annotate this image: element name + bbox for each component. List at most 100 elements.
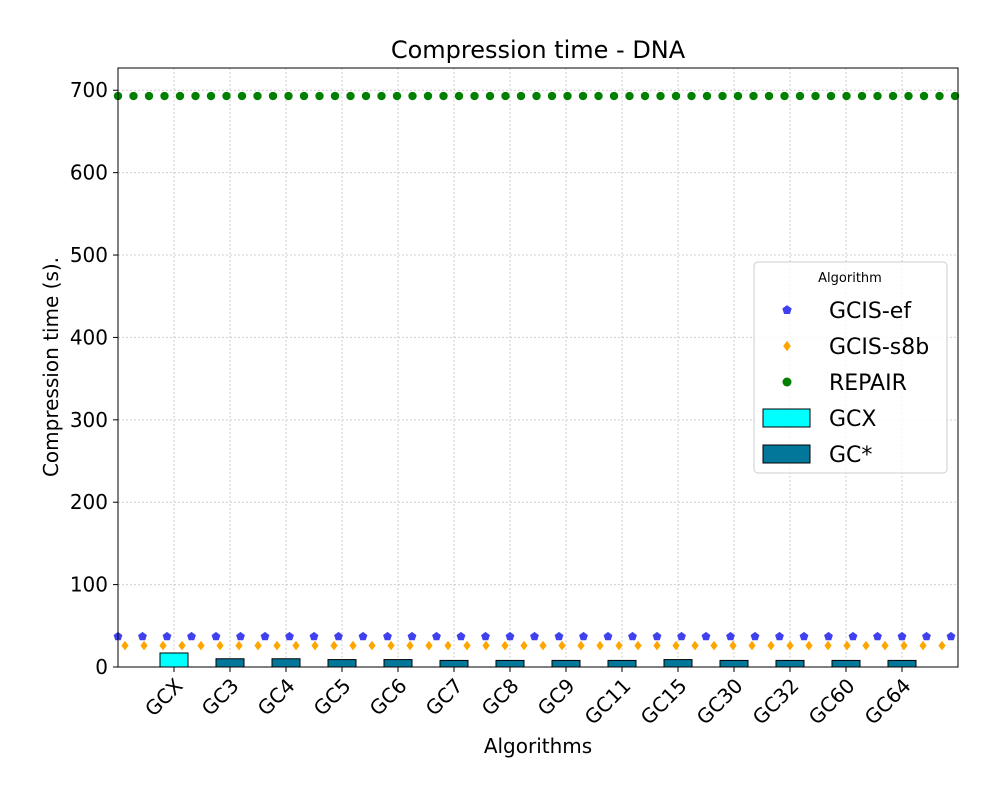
y-tick-label: 600 [70,161,108,185]
marker-gcis-ef [922,631,931,641]
marker-gcis-s8b [615,640,623,651]
marker-gcis-ef [162,631,172,641]
marker-gcis-s8b [900,640,908,651]
marker-repair [578,91,588,101]
legend-marker-gcis-ef [782,305,792,314]
marker-gcis-s8b [368,640,376,651]
legend-label-gcx: GCX [829,407,876,432]
x-tick-label: GC60 [804,674,860,730]
x-axis-title: Algorithms [484,734,592,758]
marker-gcis-s8b [216,640,224,651]
marker-repair [547,91,557,101]
x-axis-ticks: GCX GC3 GC4 GC5 GC6 GC7 GC8 GC9 GC11 GC15 GC30 GC32… [140,667,916,730]
marker-gcis-ef [652,631,662,641]
x-tick-label: GC5 [309,674,356,721]
marker-gcis-ef [309,631,319,641]
legend-title: Algorithm [818,271,882,286]
marker-gcis-s8b [178,640,186,651]
marker-repair [671,91,681,101]
marker-gcis-s8b [444,640,452,651]
marker-repair [392,91,402,101]
marker-repair [873,91,882,101]
marker-gcis-ef [677,631,686,641]
marker-gcis-s8b [748,640,756,651]
marker-gcis-ef [187,631,196,641]
bar-gc--gc5 [327,659,357,668]
marker-repair [780,91,789,101]
marker-gcis-ef [897,631,907,641]
marker-repair [439,91,448,101]
marker-repair [346,91,355,101]
legend-label-gcis-s8b: GCIS-s8b [829,335,929,360]
marker-repair [516,91,526,101]
marker-gcis-s8b [520,640,528,651]
x-tick-label: GC32 [748,674,804,730]
marker-gcis-s8b [691,640,699,651]
marker-gcis-ef [383,631,392,641]
bar-gc--gc7 [439,659,469,668]
marker-repair [826,91,836,101]
legend-label-gcis-ef: GCIS-ef [829,299,912,324]
marker-gcis-s8b [672,640,680,651]
marker-gcis-s8b [767,640,775,651]
marker-repair [175,91,185,101]
marker-gcis-s8b [235,640,243,651]
marker-gcis-ef [873,631,882,641]
marker-repair [315,91,324,101]
marker-repair [485,91,495,101]
marker-repair [687,91,696,101]
marker-gcis-s8b [463,640,471,651]
y-tick-label: 0 [95,655,108,679]
marker-gcis-s8b [577,640,585,651]
y-tick-label: 700 [70,78,108,102]
legend-marker-gcis-s8b [783,340,791,352]
bar-gc--gc11 [607,659,637,668]
baseline-markers [113,91,960,651]
bar-gc--gc30 [719,659,749,668]
marker-gcis-s8b [349,640,357,651]
y-tick-label: 400 [70,325,108,349]
marker-gcis-ef [358,631,368,641]
marker-repair [160,91,169,101]
marker-repair [284,91,293,101]
marker-gcis-ef [285,631,294,641]
bar-gc--gc8 [495,659,525,668]
marker-gcis-s8b [501,640,509,651]
marker-gcis-ef [701,631,711,641]
chart-title: Compression time - DNA [391,36,686,64]
marker-gcis-ef [726,631,735,641]
marker-gcis-s8b [653,640,661,651]
marker-repair [191,91,200,101]
marker-repair [361,91,371,101]
marker-repair [919,91,929,101]
marker-gcis-ef [260,631,270,641]
bar-gc--gc9 [551,659,581,668]
y-axis-title: Compression time (s). [39,257,63,477]
bar-gc--gc15 [663,659,693,668]
marker-gcis-s8b [729,640,737,651]
grid-lines [118,68,958,668]
x-tick-label: GC11 [580,674,636,730]
marker-repair [749,91,758,101]
marker-repair [702,91,712,101]
marker-repair [656,91,665,101]
bar-gc--gc4 [271,658,301,668]
marker-gcis-ef [799,631,809,641]
marker-repair [609,91,619,101]
marker-gcis-s8b [938,640,946,651]
marker-gcis-s8b [919,640,927,651]
marker-repair [129,91,138,101]
marker-gcis-ef [824,631,833,641]
marker-gcis-s8b [311,640,319,651]
marker-gcis-ef [432,631,441,641]
marker-gcis-s8b [786,640,794,651]
marker-gcis-s8b [634,640,642,651]
y-tick-label: 200 [70,490,108,514]
marker-repair [563,91,572,101]
marker-repair [408,91,417,101]
marker-gcis-s8b [824,640,832,651]
x-tick-label: GC30 [692,674,748,730]
marker-gcis-s8b [387,640,395,651]
marker-repair [811,91,820,101]
marker-repair [935,91,944,101]
